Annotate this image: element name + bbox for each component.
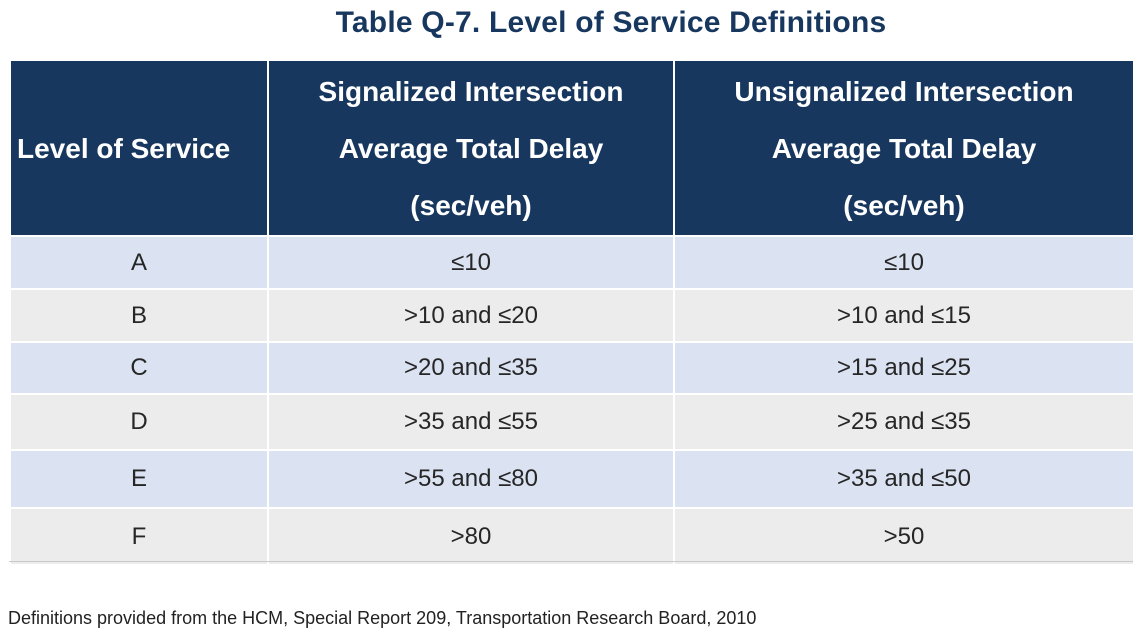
cell-unsignalized-delay: >10 and ≤15 [673,288,1135,343]
header-level-of-service: Level of Service [9,59,269,237]
cell-unsignalized-delay: >15 and ≤25 [673,341,1135,395]
cell-signalized-delay: ≤10 [267,235,675,290]
table-row: A ≤10 ≤10 [9,235,1135,290]
table-row: F >80 >50 [9,507,1135,566]
cell-signalized-delay: >20 and ≤35 [267,341,675,395]
cell-signalized-delay: >10 and ≤20 [267,288,675,343]
cell-signalized-delay: >35 and ≤55 [267,393,675,451]
header-signalized-line: Signalized Intersection [318,75,624,107]
cell-los: D [9,393,269,451]
table-row: D >35 and ≤55 >25 and ≤35 [9,393,1135,451]
table-row: C >20 and ≤35 >15 and ≤25 [9,341,1135,395]
los-definitions-table: Level of Service Signalized Intersection… [9,59,1135,566]
header-signalized-line: Average Total Delay [338,132,604,164]
source-footnote: Definitions provided from the HCM, Speci… [8,608,757,628]
cell-unsignalized-delay: ≤10 [673,235,1135,290]
header-signalized-line: (sec/veh) [410,189,532,221]
cell-los: B [9,288,269,343]
cell-los: C [9,341,269,395]
cell-los: E [9,449,269,509]
header-unsignalized-line: Average Total Delay [771,132,1037,164]
cell-unsignalized-delay: >25 and ≤35 [673,393,1135,451]
cell-signalized-delay: >55 and ≤80 [267,449,675,509]
cell-unsignalized-delay: >35 and ≤50 [673,449,1135,509]
cell-signalized-delay: >80 [267,507,675,566]
header-unsignalized: Unsignalized Intersection Average Total … [673,59,1135,237]
header-unsignalized-line: (sec/veh) [843,189,965,221]
table-row: B >10 and ≤20 >10 and ≤15 [9,288,1135,343]
table-bottom-divider [9,561,1133,562]
table-row: E >55 and ≤80 >35 and ≤50 [9,449,1135,509]
cell-los: F [9,507,269,566]
header-unsignalized-line: Unsignalized Intersection [734,75,1074,107]
table-header-row: Level of Service Signalized Intersection… [9,59,1135,237]
cell-unsignalized-delay: >50 [673,507,1135,566]
table-title: Table Q-7. Level of Service Definitions [335,6,887,39]
header-signalized: Signalized Intersection Average Total De… [267,59,675,237]
cell-los: A [9,235,269,290]
